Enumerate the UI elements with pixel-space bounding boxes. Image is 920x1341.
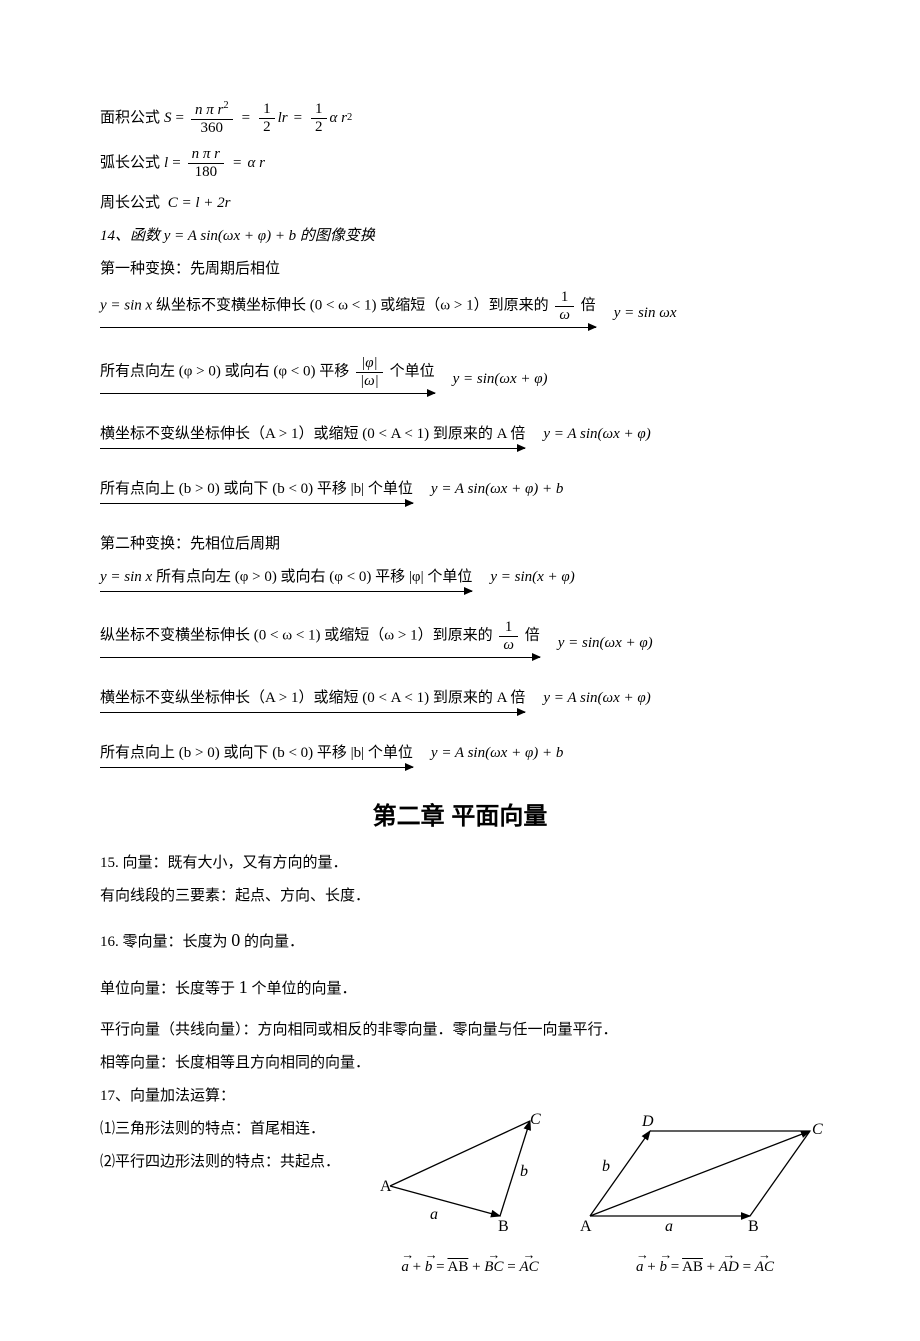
transform-5: y = sin x 所有点向左 (φ > 0) 或向右 (φ < 0) 平移 |… xyxy=(100,564,820,601)
transform-3: 横坐标不变纵坐标伸长（A > 1）或缩短 (0 < A < 1) 到原来的 A … xyxy=(100,421,820,458)
triangle-A: A xyxy=(380,1178,392,1195)
item-17-r1: ⑴三角形法则的特点：首尾相连． xyxy=(100,1116,360,1143)
area-formula: 面积公式 S = n π r2 360 = 1 2 lr = 1 2 α r2 xyxy=(100,100,820,136)
item-16-l1: 16. 零向量：长度为 0 的向量． xyxy=(100,924,820,956)
transform-2: 所有点向左 (φ > 0) 或向右 (φ < 0) 平移 |φ||ω| 个单位 … xyxy=(100,355,820,403)
para-D: D xyxy=(641,1113,654,1130)
arrow-icon xyxy=(100,591,472,601)
triangle-eq: a + b = AB + BC = AC xyxy=(380,1254,560,1281)
perimeter-formula: 周长公式 C = l + 2r xyxy=(100,190,820,217)
arc-frac: n π r 180 xyxy=(188,146,224,180)
arc-formula: 弧长公式 l = n π r 180 = α r xyxy=(100,146,820,180)
arrow-icon xyxy=(100,503,413,513)
transform-7: 横坐标不变纵坐标伸长（A > 1）或缩短 (0 < A < 1) 到原来的 A … xyxy=(100,685,820,722)
item-16-l3: 平行向量（共线向量）：方向相同或相反的非零向量．零向量与任一向量平行． xyxy=(100,1017,820,1044)
triangle-B: B xyxy=(498,1218,509,1235)
arc-label: 弧长公式 xyxy=(100,150,160,177)
parallelogram-figure: A B C D a⃗ b⃗ a + b = AB + AD = AC xyxy=(580,1116,830,1281)
arrow-icon xyxy=(100,767,413,777)
chapter-title: 第二章 平面向量 xyxy=(100,795,820,838)
item-17-r2: ⑵平行四边形法则的特点：共起点． xyxy=(100,1149,360,1176)
triangle-b-label: b⃗ xyxy=(520,1163,540,1180)
arrow-icon xyxy=(100,448,525,458)
para-A: A xyxy=(580,1218,592,1235)
transform-4: 所有点向上 (b > 0) 或向下 (b < 0) 平移 |b| 个单位 y =… xyxy=(100,476,820,513)
item-16-l2: 单位向量：长度等于 1 个单位的向量． xyxy=(100,971,820,1003)
arrow-icon xyxy=(100,327,596,337)
item-17-title: 17、向量加法运算： xyxy=(100,1083,820,1110)
item-15-l2: 有向线段的三要素：起点、方向、长度． xyxy=(100,883,820,910)
method1-label: 第一种变换：先周期后相位 xyxy=(100,256,820,283)
vector-figures: ⑴三角形法则的特点：首尾相连． ⑵平行四边形法则的特点：共起点． A B C a… xyxy=(100,1116,820,1281)
area-label: 面积公式 xyxy=(100,105,160,132)
transform-6: 纵坐标不变横坐标伸长 (0 < ω < 1) 或缩短（ω > 1）到原来的 1ω… xyxy=(100,619,820,667)
triangle-figure: A B C a⃗ b⃗ a + b = AB + BC = AC xyxy=(380,1116,560,1281)
area-frac3: 1 2 xyxy=(311,101,327,135)
para-a-label: a⃗ xyxy=(665,1218,685,1235)
transform-8: 所有点向上 (b > 0) 或向下 (b < 0) 平移 |b| 个单位 y =… xyxy=(100,740,820,777)
area-frac1: n π r2 360 xyxy=(191,100,233,136)
method2-label: 第二种变换：先相位后周期 xyxy=(100,531,820,558)
triangle-a-label: a⃗ xyxy=(430,1206,450,1223)
item-16-l4: 相等向量：长度相等且方向相同的向量． xyxy=(100,1050,820,1077)
para-b-label: b⃗ xyxy=(602,1158,622,1175)
arrow-icon xyxy=(100,393,435,403)
item-14-title: 14、函数 y = A sin(ωx + φ) + b 的图像变换 xyxy=(100,223,820,250)
triangle-C: C xyxy=(530,1111,541,1128)
arrow-icon xyxy=(100,657,540,667)
transform-1: y = sin x 纵坐标不变横坐标伸长 (0 < ω < 1) 或缩短（ω >… xyxy=(100,289,820,337)
item-15-l1: 15. 向量：既有大小，又有方向的量． xyxy=(100,850,820,877)
area-frac2: 1 2 xyxy=(259,101,275,135)
arrow-icon xyxy=(100,712,525,722)
parallelogram-eq: a + b = AB + AD = AC xyxy=(580,1254,830,1281)
area-s: S xyxy=(164,105,172,132)
para-C: C xyxy=(812,1121,823,1138)
para-B: B xyxy=(748,1218,759,1235)
